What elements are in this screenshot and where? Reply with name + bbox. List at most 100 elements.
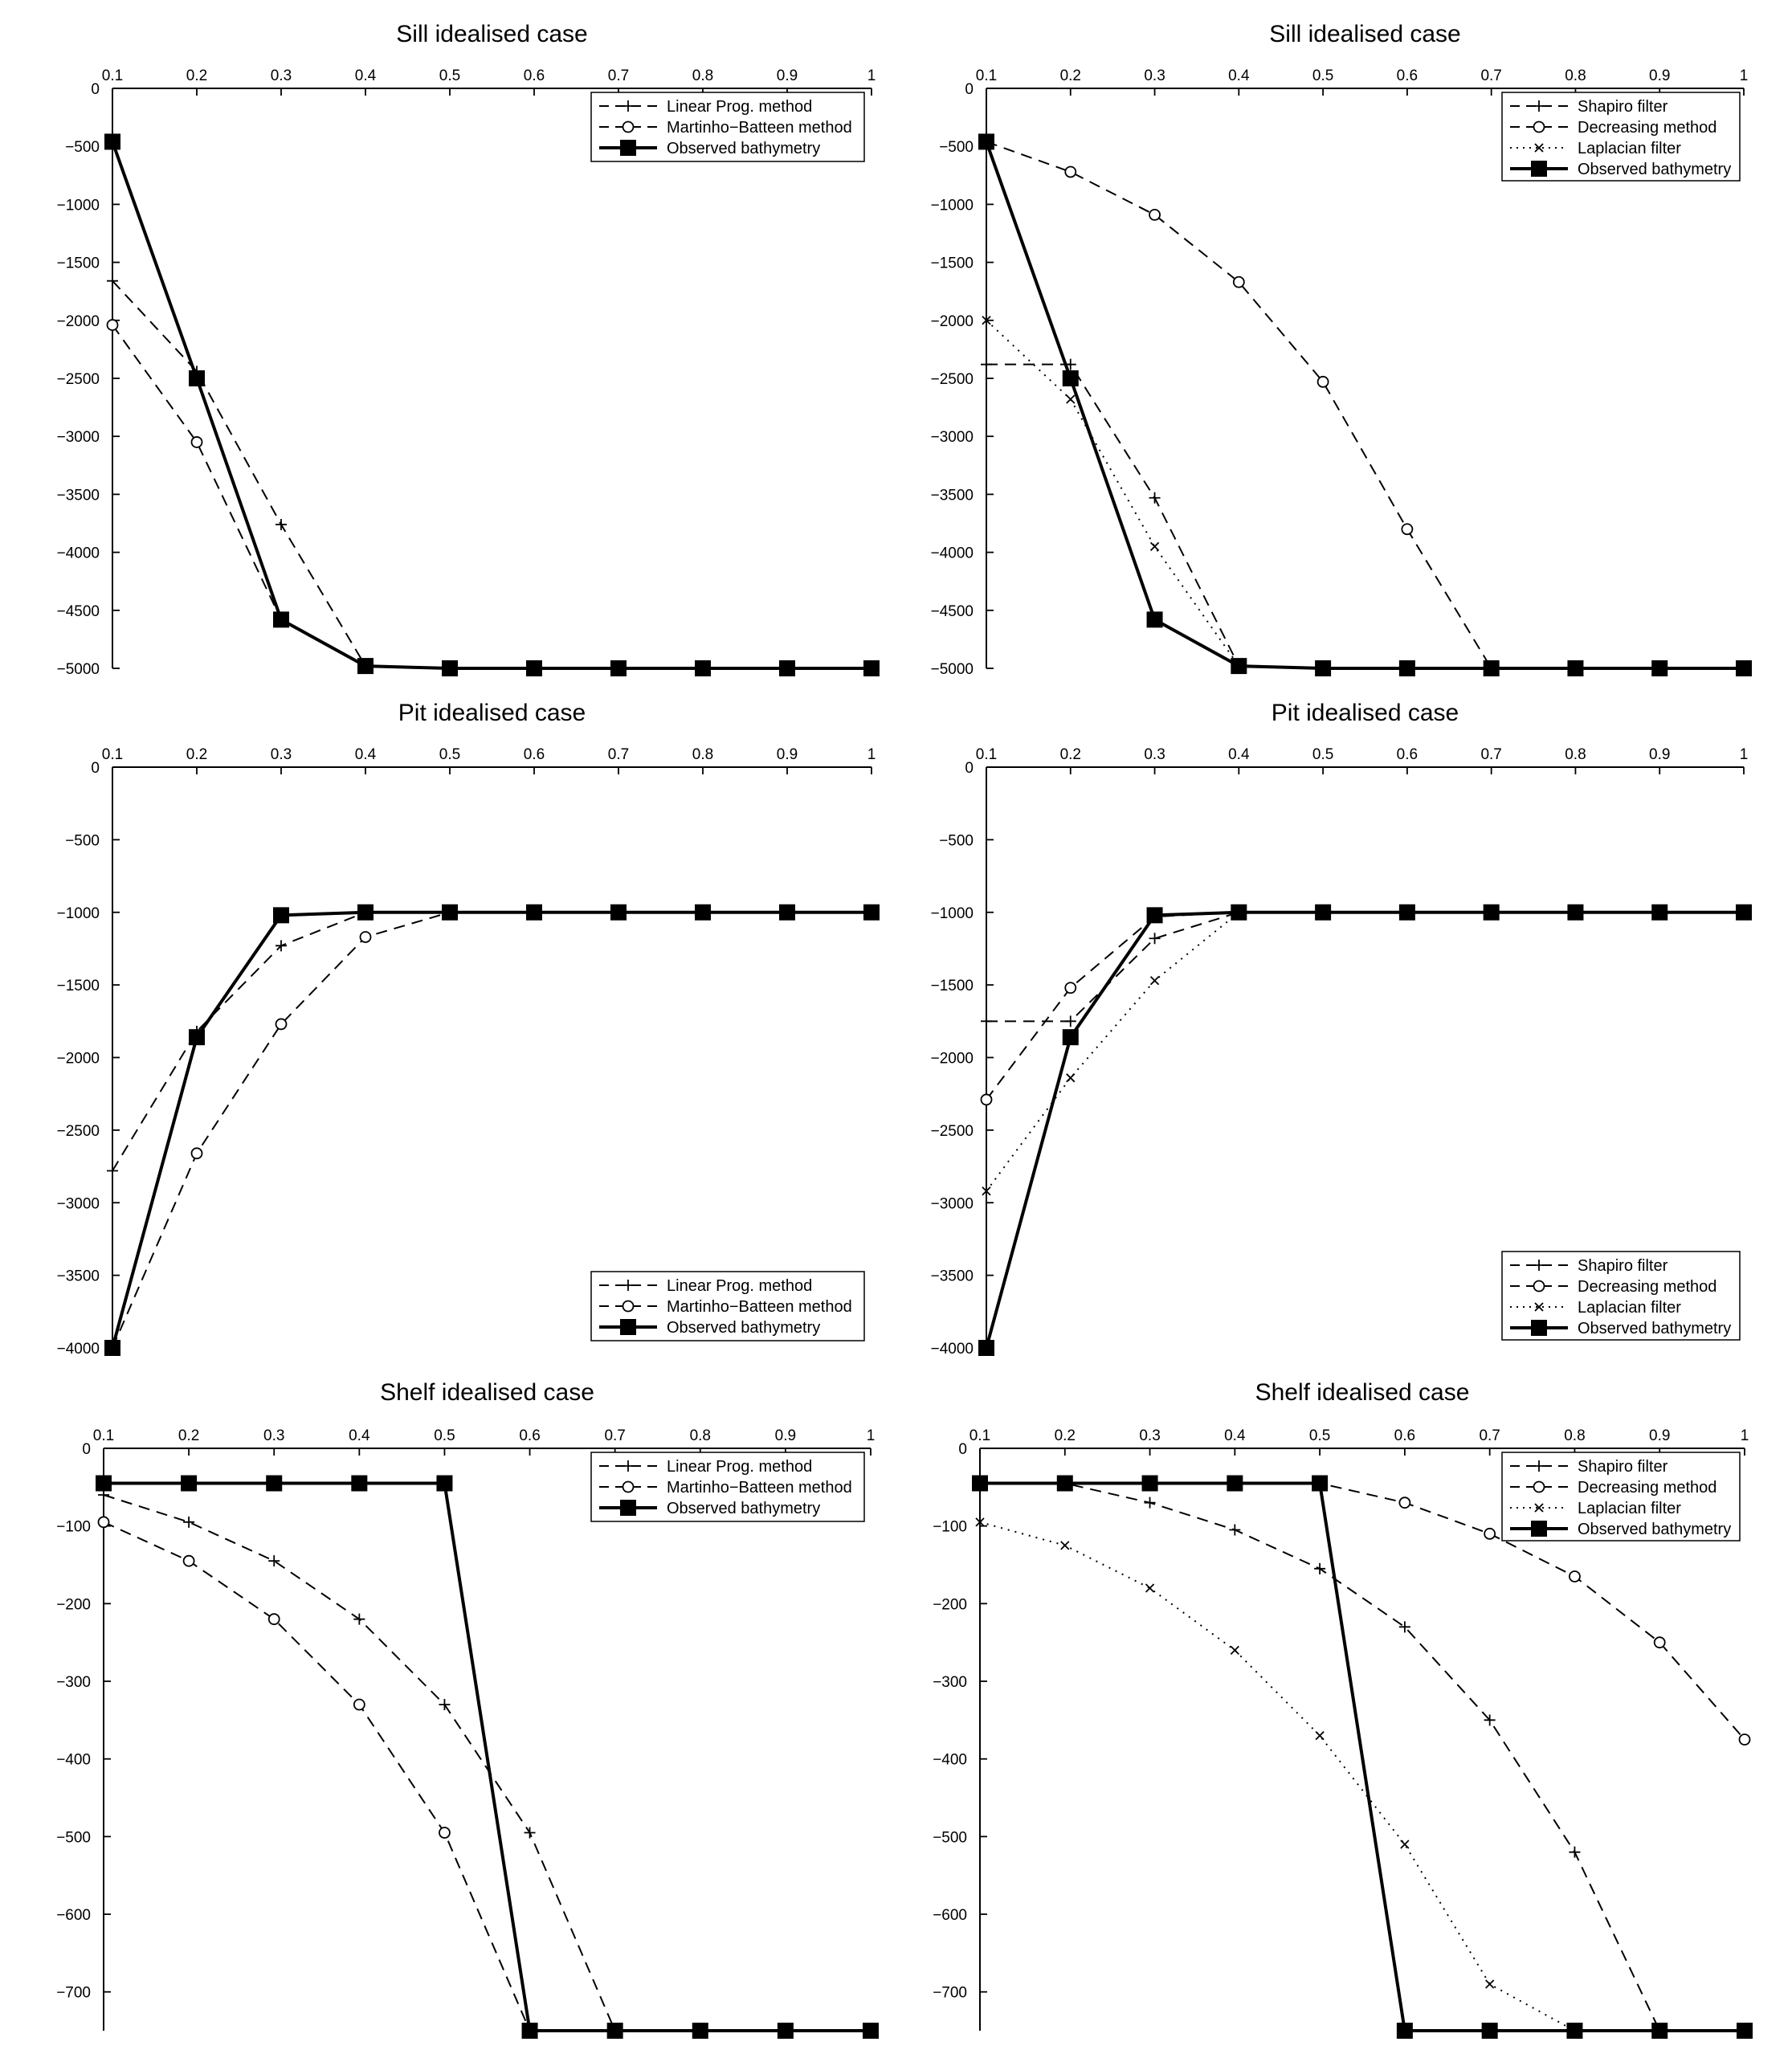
series-line bbox=[980, 1481, 1745, 2032]
x-tick-label: 0.1 bbox=[93, 1427, 114, 1444]
series-cross bbox=[982, 316, 1749, 673]
data-point-square bbox=[273, 611, 289, 628]
data-point-square bbox=[442, 904, 458, 921]
data-point-square bbox=[442, 660, 458, 676]
legend-entry-label: Observed bathymetry bbox=[1578, 1320, 1731, 1337]
y-tick-label: −400 bbox=[933, 1752, 967, 1769]
y-tick-label: −500 bbox=[65, 139, 100, 156]
x-tick-label: 0.5 bbox=[1309, 1427, 1330, 1444]
data-point-circle bbox=[1401, 523, 1414, 536]
data-point-cross bbox=[1066, 394, 1076, 404]
data-point-square bbox=[104, 1340, 120, 1356]
x-tick-label: 0.1 bbox=[102, 746, 123, 763]
x-tick-label: 0.3 bbox=[271, 746, 292, 763]
data-point-circle bbox=[1398, 1497, 1411, 1509]
data-point-square bbox=[1396, 2023, 1413, 2039]
y-tick-label: −500 bbox=[939, 832, 974, 849]
x-tick-label: 0.6 bbox=[1394, 1427, 1415, 1444]
x-tick-label: 0.3 bbox=[263, 1427, 284, 1444]
legend-marker-square bbox=[620, 1319, 636, 1335]
chart-panel-6: Shelf idealised case 0.1 0.2 0.3 0.4 0.5 0.6 0.… bbox=[933, 1379, 1753, 2039]
legend-marker-plus bbox=[623, 100, 634, 112]
y-tick-label: −4000 bbox=[931, 545, 974, 562]
data-point-cross bbox=[1149, 976, 1160, 986]
x-tick-label: 0.7 bbox=[608, 67, 629, 84]
x-tick-label: 0.4 bbox=[355, 746, 377, 763]
legend-marker-cross bbox=[1534, 1503, 1544, 1513]
x-tick-label: 1 bbox=[867, 1427, 876, 1444]
legend: Linear Prog. method Martinho−Batteen meth… bbox=[590, 1452, 865, 1522]
y-tick-label: −3000 bbox=[931, 429, 974, 446]
data-point-square bbox=[1062, 1029, 1079, 1046]
data-point-circle bbox=[1064, 165, 1077, 178]
series-line bbox=[111, 141, 872, 670]
data-point-circle bbox=[359, 931, 372, 943]
data-point-plus bbox=[107, 275, 118, 287]
data-point-square bbox=[779, 904, 795, 921]
legend-entry-label: Linear Prog. method bbox=[667, 98, 812, 116]
y-tick-label: −3000 bbox=[931, 1195, 974, 1212]
y-tick-label: −1000 bbox=[931, 197, 974, 214]
data-point-plus bbox=[1149, 492, 1161, 504]
x-tick-label: 0.3 bbox=[1139, 1427, 1160, 1444]
chart-panel-3: Pit idealised case 0.1 0.2 0.3 0.4 0.5 0.6 0.7 0… bbox=[57, 700, 880, 1358]
x-tick-label: 0.4 bbox=[1228, 746, 1250, 763]
x-tick-label: 0.1 bbox=[976, 746, 997, 763]
x-tick-label: 0.8 bbox=[690, 1427, 711, 1444]
series-square bbox=[972, 1475, 1753, 2039]
x-tick-label: 0.1 bbox=[102, 67, 123, 84]
data-point-square bbox=[357, 658, 374, 675]
legend-marker-square bbox=[620, 140, 636, 156]
data-point-cross bbox=[982, 316, 991, 325]
x-tick-label: 0.5 bbox=[439, 746, 460, 763]
data-point-square bbox=[1231, 904, 1247, 921]
legend-entry-label: Observed bathymetry bbox=[667, 1319, 820, 1337]
x-tick-label: 0.3 bbox=[1144, 746, 1165, 763]
chart-title: Sill idealised case bbox=[1269, 21, 1460, 47]
legend-entry-label: Martinho−Batteen method bbox=[667, 1479, 852, 1497]
x-tick-label: 0.4 bbox=[355, 67, 377, 84]
data-point-square bbox=[1062, 370, 1079, 386]
y-tick-label: −2500 bbox=[57, 1123, 100, 1140]
legend-entry-label: Observed bathymetry bbox=[667, 140, 820, 157]
y-tick-label: −300 bbox=[933, 1674, 967, 1691]
data-point-circle bbox=[439, 1827, 451, 1839]
legend: Linear Prog. method Martinho−Batteen meth… bbox=[590, 92, 865, 162]
x-tick-label: 0.3 bbox=[1144, 67, 1165, 84]
legend-entry-label: Shapiro filter bbox=[1578, 98, 1668, 116]
data-point-circle bbox=[353, 1698, 365, 1711]
legend-marker-square bbox=[620, 1500, 636, 1516]
y-tick-label: −100 bbox=[56, 1519, 91, 1536]
y-tick-label: −2500 bbox=[57, 371, 100, 388]
series-cross bbox=[975, 1517, 1749, 2036]
y-tick-label: 0 bbox=[965, 760, 974, 777]
x-tick-label: 0.7 bbox=[604, 1427, 625, 1444]
chart-title: Pit idealised case bbox=[398, 700, 586, 726]
legend-marker-circle bbox=[622, 120, 635, 133]
data-point-square bbox=[1567, 904, 1584, 921]
series-line bbox=[112, 324, 872, 669]
y-tick-label: −1500 bbox=[57, 978, 100, 994]
legend-marker-circle bbox=[1533, 1280, 1545, 1292]
chart-panel-2: Sill idealised case 0.1 0.2 0.3 0.4 0.5 0.6 0.7… bbox=[931, 21, 1752, 678]
series-line bbox=[986, 911, 1744, 1192]
y-tick-label: −1500 bbox=[931, 255, 974, 272]
x-tick-label: 0.6 bbox=[519, 1427, 540, 1444]
series-plus bbox=[107, 906, 877, 1177]
x-tick-label: 0.8 bbox=[1565, 67, 1586, 84]
legend-marker-square bbox=[1531, 161, 1547, 177]
x-tick-label: 1 bbox=[867, 746, 876, 763]
y-tick-label: −2500 bbox=[931, 1123, 974, 1140]
x-tick-label: 0.1 bbox=[976, 67, 997, 84]
data-point-cross bbox=[1315, 1731, 1325, 1741]
y-tick-label: 0 bbox=[82, 1441, 91, 1458]
data-point-circle bbox=[275, 1018, 288, 1031]
data-point-square bbox=[1651, 2023, 1668, 2039]
series-line bbox=[103, 1521, 871, 2032]
legend-marker-plus bbox=[1533, 1460, 1545, 1472]
data-point-square bbox=[863, 660, 880, 676]
y-tick-label: −4000 bbox=[57, 545, 100, 562]
data-point-circle bbox=[190, 1147, 203, 1160]
legend-entry-label: Laplacian filter bbox=[1578, 1500, 1681, 1517]
series-line bbox=[104, 1481, 871, 2032]
